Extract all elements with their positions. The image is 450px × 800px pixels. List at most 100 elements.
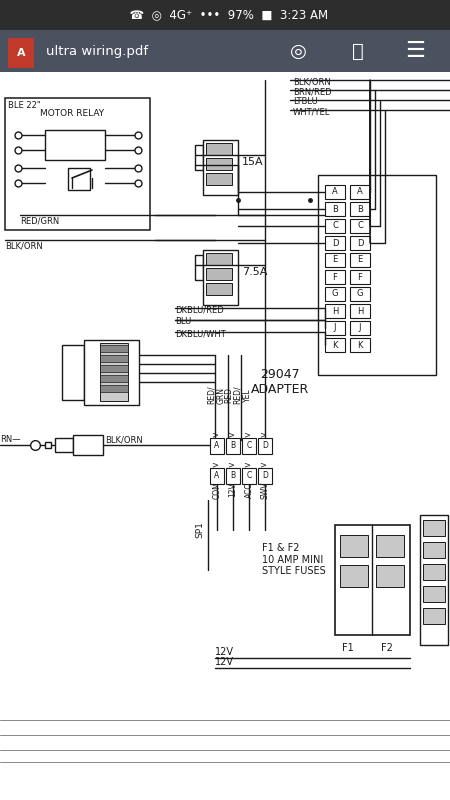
Bar — [203, 250, 238, 305]
Text: D: D — [332, 238, 338, 247]
Bar — [350, 338, 370, 352]
Text: F: F — [333, 273, 338, 282]
Bar — [100, 345, 128, 352]
Bar — [325, 202, 345, 216]
Bar — [423, 608, 445, 624]
Text: 29047
ADAPTER: 29047 ADAPTER — [251, 368, 309, 396]
Text: B: B — [332, 205, 338, 214]
Text: SP1: SP1 — [195, 522, 204, 538]
Text: G: G — [357, 290, 363, 298]
Bar — [5, 98, 150, 230]
Bar — [350, 185, 370, 199]
Bar — [420, 515, 448, 645]
Bar — [423, 586, 445, 602]
Text: DKBLU/WHT: DKBLU/WHT — [175, 330, 226, 338]
Bar — [206, 143, 232, 155]
Bar — [100, 365, 128, 372]
Text: E: E — [333, 255, 338, 265]
Text: B: B — [230, 442, 235, 450]
Bar — [350, 219, 370, 233]
Bar — [206, 253, 232, 265]
Text: 12V: 12V — [215, 657, 234, 667]
Text: D: D — [262, 471, 268, 481]
Text: J: J — [359, 323, 361, 333]
Bar — [242, 468, 256, 484]
Text: F1 & F2
10 AMP MINI
STYLE FUSES: F1 & F2 10 AMP MINI STYLE FUSES — [262, 543, 326, 576]
Text: ☰: ☰ — [405, 41, 425, 61]
Text: C: C — [247, 471, 252, 481]
Text: RED/GRN: RED/GRN — [20, 217, 59, 226]
Bar — [0, 30, 450, 72]
Bar — [325, 236, 345, 250]
Bar — [350, 270, 370, 284]
Bar — [195, 145, 203, 170]
Text: F2: F2 — [381, 643, 393, 653]
Text: H: H — [357, 306, 363, 315]
Bar — [84, 340, 139, 405]
Text: A: A — [17, 48, 25, 58]
Bar — [350, 304, 370, 318]
Text: B: B — [230, 471, 235, 481]
Text: BLE 22": BLE 22" — [8, 102, 40, 110]
Text: 15A: 15A — [242, 157, 264, 167]
Bar — [325, 304, 345, 318]
Text: >: > — [212, 461, 219, 470]
Text: LTBLU: LTBLU — [293, 98, 318, 106]
Text: A: A — [357, 187, 363, 197]
Bar — [206, 173, 232, 185]
Text: ACC: ACC — [244, 482, 253, 498]
Text: 12V: 12V — [229, 482, 238, 498]
Bar — [226, 438, 240, 454]
Bar — [423, 564, 445, 580]
Text: RED/
YEL: RED/ YEL — [232, 386, 252, 404]
Bar — [350, 253, 370, 267]
Text: J: J — [334, 323, 336, 333]
Bar — [423, 542, 445, 558]
Bar — [325, 270, 345, 284]
Text: MOTOR RELAY: MOTOR RELAY — [40, 110, 104, 118]
Text: H: H — [332, 306, 338, 315]
Bar — [206, 158, 232, 170]
Text: >: > — [212, 430, 219, 439]
Bar — [206, 268, 232, 280]
Text: RN—: RN— — [0, 435, 21, 445]
Bar — [325, 321, 345, 335]
Text: >: > — [260, 430, 266, 439]
Bar — [0, 0, 450, 30]
Bar — [340, 565, 368, 587]
Bar — [206, 283, 232, 295]
Bar — [318, 175, 436, 375]
Text: BLK/ORN: BLK/ORN — [293, 78, 331, 86]
Bar — [203, 140, 238, 195]
Text: RED: RED — [225, 387, 234, 403]
Bar — [350, 202, 370, 216]
Bar — [100, 385, 128, 392]
Bar — [335, 525, 410, 635]
Text: >: > — [228, 430, 234, 439]
Bar — [376, 535, 404, 557]
Text: ◎: ◎ — [289, 42, 306, 61]
Text: B: B — [357, 205, 363, 214]
Bar — [340, 535, 368, 557]
Bar — [242, 438, 256, 454]
Bar — [325, 219, 345, 233]
Text: A: A — [214, 471, 220, 481]
Bar — [325, 287, 345, 301]
Bar — [100, 375, 128, 382]
Bar — [226, 468, 240, 484]
Text: E: E — [357, 255, 363, 265]
Text: A: A — [332, 187, 338, 197]
Bar — [325, 185, 345, 199]
Text: ☎  ◎  4G⁺  •••  97%  ■  3:23 AM: ☎ ◎ 4G⁺ ••• 97% ■ 3:23 AM — [122, 9, 328, 22]
Text: ultra wiring.pdf: ultra wiring.pdf — [46, 45, 148, 58]
Text: DKBLU/RED: DKBLU/RED — [175, 306, 224, 314]
Text: >: > — [228, 461, 234, 470]
Text: D: D — [262, 442, 268, 450]
Text: F: F — [358, 273, 362, 282]
Text: G: G — [332, 290, 338, 298]
Bar — [62, 345, 84, 400]
Text: BRN/RED: BRN/RED — [293, 87, 332, 97]
Bar — [423, 520, 445, 536]
Bar — [100, 343, 128, 401]
Bar — [73, 435, 103, 455]
